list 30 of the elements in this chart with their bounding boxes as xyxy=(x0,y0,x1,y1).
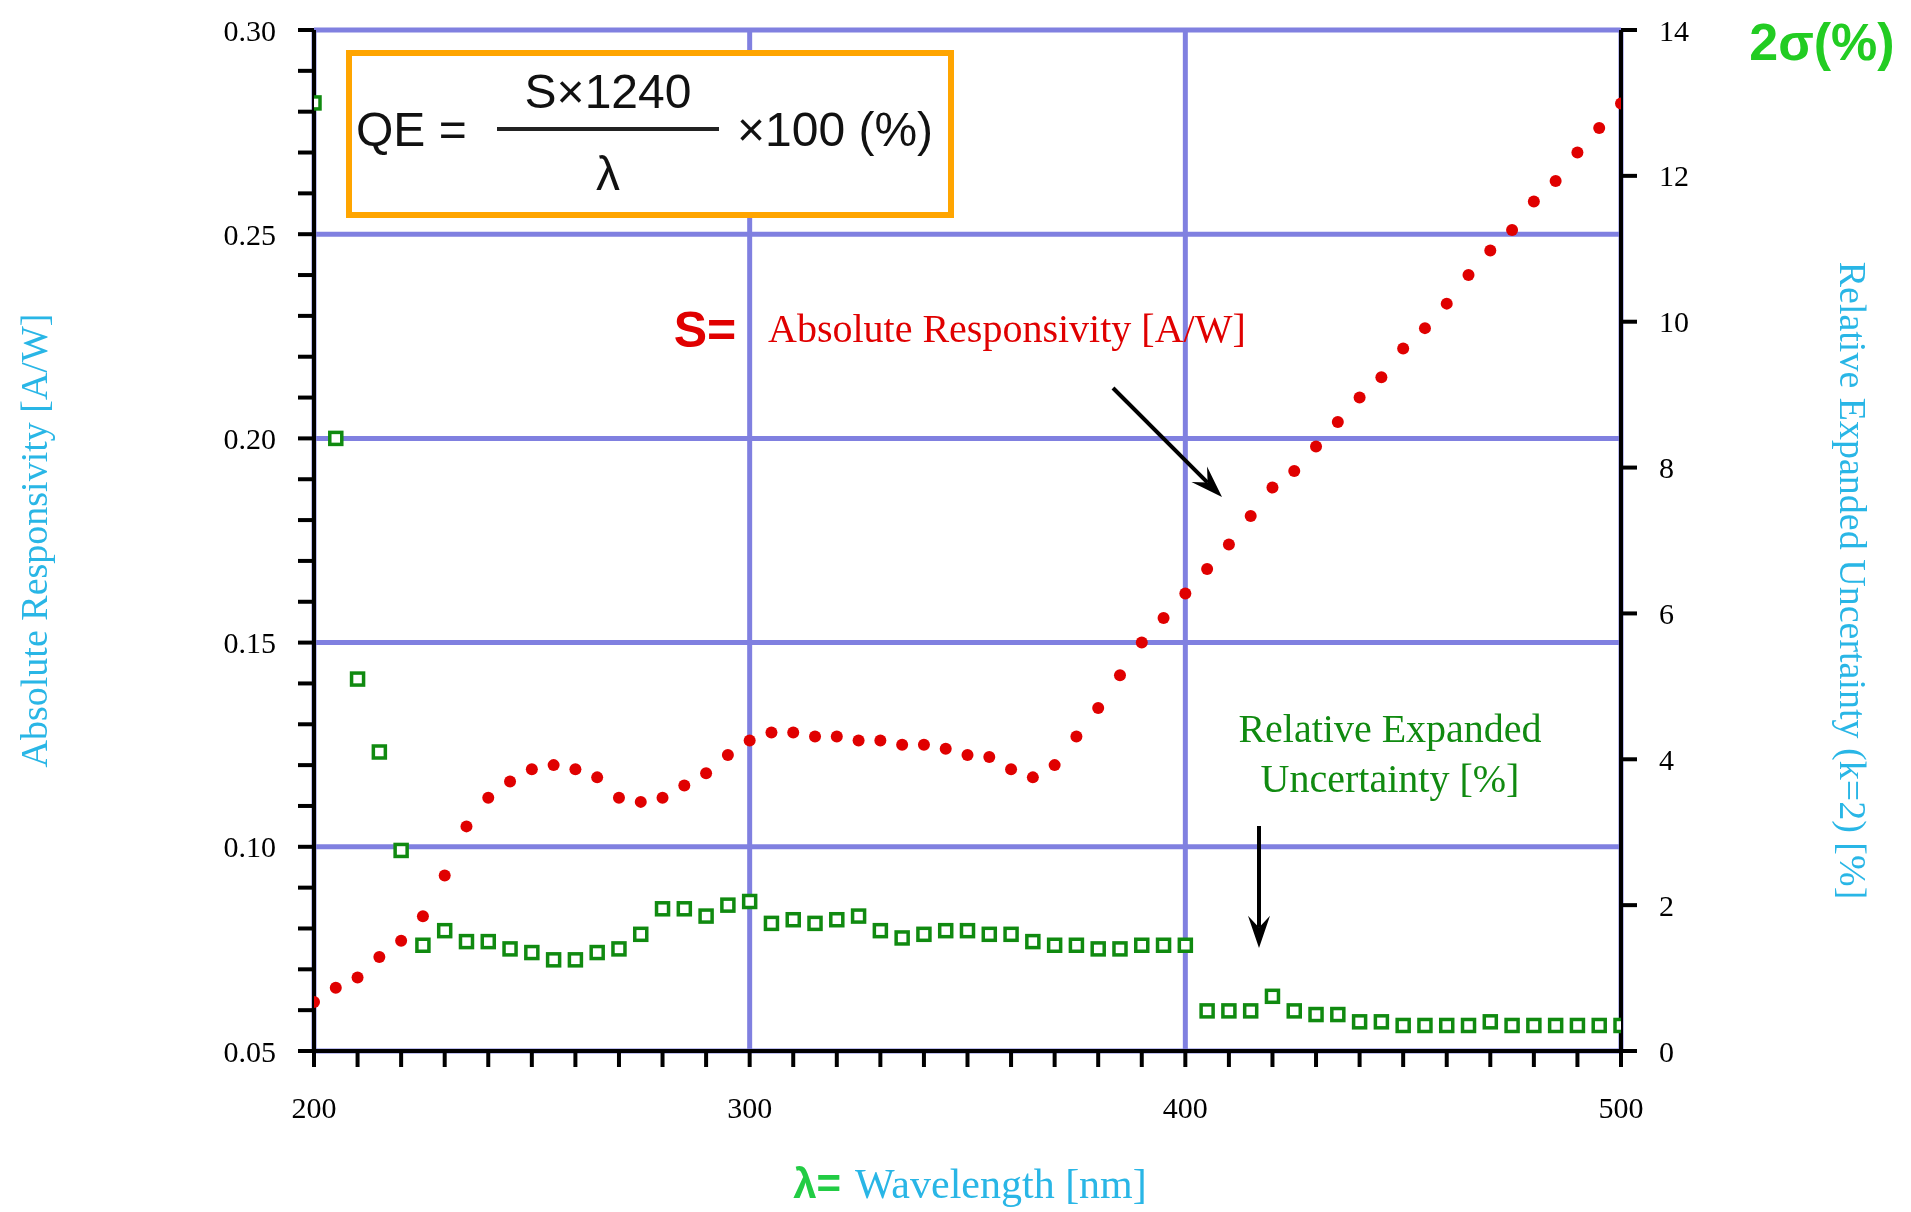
y-tick-label: 0.20 xyxy=(223,422,276,456)
annotation: QE = xyxy=(356,103,467,156)
y2-tick-label: 2 xyxy=(1659,888,1674,922)
y-axis-title: Absolute Responsivity [A/W] xyxy=(13,313,55,768)
y2-axis-title: Relative Expanded Uncertainty (k=2) [%] xyxy=(1831,261,1874,900)
y2-tick-label: 10 xyxy=(1659,305,1689,339)
x-tick-label: 500 xyxy=(1598,1091,1644,1125)
y-tick-label: 0.15 xyxy=(223,626,276,660)
text: Relative Expanded Uncertainty [%] xyxy=(1238,706,1542,801)
y-tick-label: 0.30 xyxy=(223,13,276,47)
y2-tick-label: 14 xyxy=(1659,13,1689,47)
y-tick-label: 0.10 xyxy=(223,830,276,864)
annotation: λ xyxy=(596,147,620,200)
x-tick-label: 200 xyxy=(291,1091,337,1125)
annotation: S×1240 xyxy=(524,65,692,118)
y-tick-label: 0.25 xyxy=(223,217,276,251)
text: 2σ(%) xyxy=(1749,13,1895,71)
y2-tick-label: 4 xyxy=(1659,742,1674,776)
x-tick-label: 300 xyxy=(727,1091,773,1125)
y-tick-label: 0.05 xyxy=(223,1034,276,1068)
annotation: S= xyxy=(673,302,737,358)
y2-tick-label: 8 xyxy=(1659,451,1674,485)
annotation: ×100 (%) xyxy=(737,103,934,156)
y2-tick-label: 6 xyxy=(1659,596,1674,630)
x-axis-title: Wavelength [nm] xyxy=(855,1161,1147,1207)
text: λ= xyxy=(793,1160,842,1207)
y2-tick-label: 12 xyxy=(1659,159,1689,193)
x-tick-label: 400 xyxy=(1162,1091,1208,1125)
text: Absolute Responsivity [A/W] xyxy=(768,306,1246,351)
y2-tick-label: 0 xyxy=(1659,1034,1674,1068)
